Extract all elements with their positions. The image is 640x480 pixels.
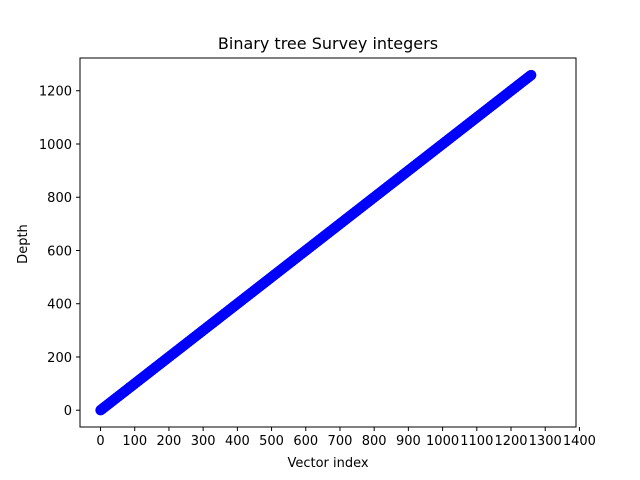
axes-frame	[79, 57, 577, 428]
x-tick-label: 1200	[494, 434, 527, 449]
y-tick-label: 1200	[39, 85, 72, 100]
y-tick-label: 0	[64, 404, 72, 419]
y-tick-label: 600	[47, 244, 72, 259]
x-axis-label: Vector index	[287, 456, 368, 471]
data-point	[525, 69, 537, 81]
x-tick-label: 400	[225, 434, 250, 449]
x-tick-label: 300	[191, 434, 216, 449]
x-tick-label: 200	[157, 434, 182, 449]
plot-area	[79, 57, 577, 428]
y-tick-label: 400	[47, 298, 72, 313]
y-tick-label: 800	[47, 191, 72, 206]
chart-title: Binary tree Survey integers	[218, 34, 438, 53]
x-tick-label: 1000	[426, 434, 459, 449]
x-tick-label: 1400	[563, 434, 596, 449]
x-tick-label: 900	[396, 434, 421, 449]
x-tick-label: 1100	[460, 434, 493, 449]
x-tick-label: 700	[328, 434, 353, 449]
x-tick-label: 500	[259, 434, 284, 449]
x-tick-label: 800	[362, 434, 387, 449]
x-tick-label: 600	[293, 434, 318, 449]
y-tick-label: 200	[47, 351, 72, 366]
x-tick-label: 100	[122, 434, 147, 449]
y-axis-label: Depth	[16, 224, 31, 264]
x-tick-label: 1300	[529, 434, 562, 449]
x-tick-label: 0	[96, 434, 104, 449]
x-axis: 0 100 200 300 400 500 600 700 800 900 1000 1100 1200…	[96, 427, 596, 449]
y-tick-label: 1000	[39, 138, 72, 153]
y-axis: 0 200 400 600 800 1000 1200	[39, 85, 80, 419]
